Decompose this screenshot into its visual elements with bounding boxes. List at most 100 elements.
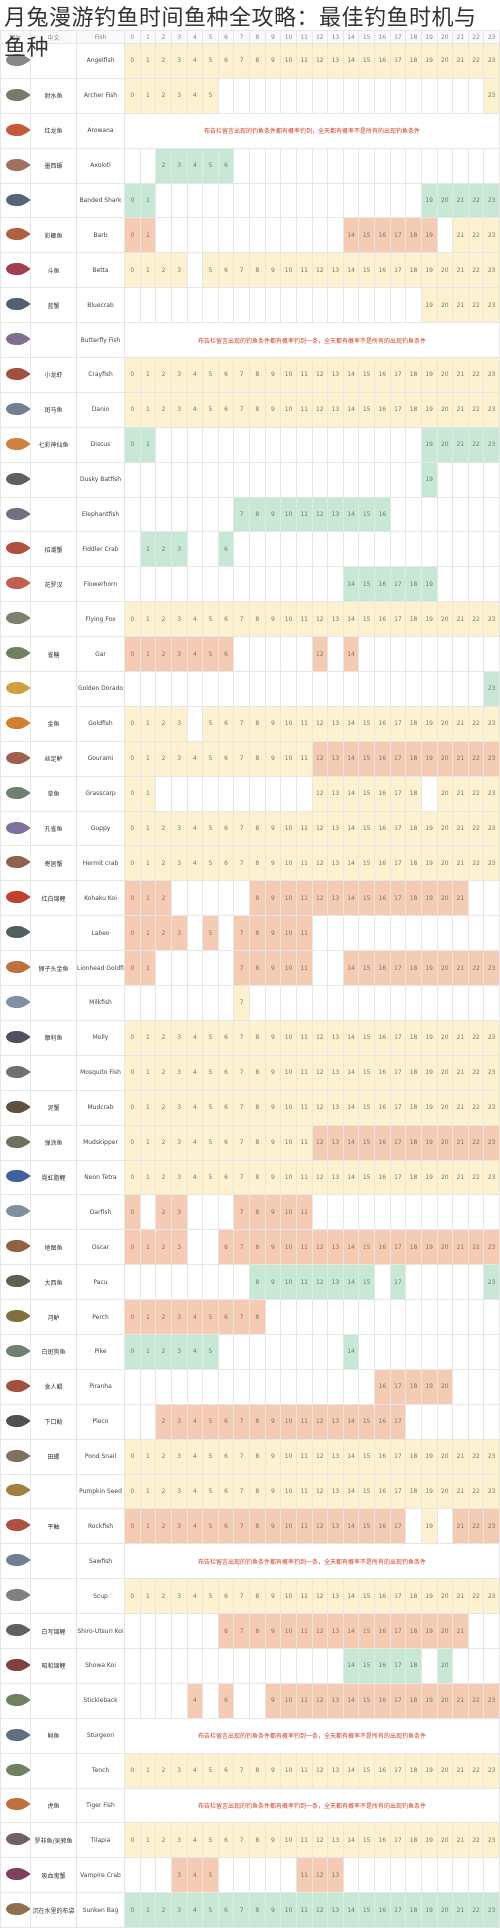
- hour-cell: [139, 496, 157, 533]
- fish-name-cn: [30, 496, 77, 533]
- hour-cell: [202, 182, 219, 219]
- fish-name-cn: 罗非鱼/吴郭鱼: [30, 1822, 77, 1859]
- table-row: 白写锦鲤 Shiro-Utsuri Koi 6 7 8 9 10 11 12 13 14 15 16 17…: [0, 1613, 500, 1649]
- hour-cell: [202, 566, 219, 603]
- table-row: 罗非鱼/吴郭鱼 Tilapia 0 1 2 3 4 5 6 7 8 9 10 11 12 13 14 15 16 17…: [0, 1822, 500, 1859]
- hour-cell: 9: [264, 1822, 282, 1859]
- fish-icon: [5, 1205, 30, 1218]
- hour-cell: 1: [139, 391, 157, 428]
- hour-cell: 19: [420, 1892, 438, 1928]
- hour-cell: [264, 531, 282, 568]
- hour-cell: [264, 1857, 282, 1894]
- hour-cell: [295, 461, 313, 498]
- hour-cell: 16: [374, 880, 391, 917]
- hour-cell: 23: [483, 1822, 500, 1859]
- hour-cell: [420, 531, 438, 568]
- hour-cell: [217, 566, 235, 603]
- hour-cell: [295, 217, 313, 254]
- hour-cell: [217, 1857, 235, 1894]
- hour-cell: 6: [217, 705, 235, 742]
- hour-cell: 20: [436, 1124, 454, 1161]
- header-hour: 3: [170, 30, 188, 44]
- hour-cell: 3: [170, 531, 188, 568]
- fish-icon: [5, 716, 30, 729]
- table-row: 河鲈 Perch 0 1 2 3 4 5 6 7 8: [0, 1299, 500, 1335]
- hour-cell: [249, 147, 266, 184]
- hour-cell: [186, 426, 204, 463]
- fish-icon-cell: [0, 1124, 31, 1161]
- hour-cell: 20: [436, 43, 454, 79]
- hour-cell: 14: [342, 1403, 360, 1440]
- hour-cell: 6: [217, 1752, 235, 1789]
- hour-cell: [420, 1264, 438, 1301]
- fish-icon-cell: [0, 1508, 31, 1545]
- hour-cell: [264, 636, 282, 673]
- hour-cell: [420, 1194, 438, 1231]
- hour-cell: [389, 531, 407, 568]
- fish-name-en: Danio: [76, 391, 125, 428]
- hour-cell: 4: [186, 601, 204, 638]
- hour-cell: [170, 182, 188, 219]
- hour-cell: [186, 915, 204, 952]
- hour-cell: 22: [467, 1159, 485, 1196]
- hour-cell: 15: [358, 217, 375, 254]
- hour-cell: 19: [420, 217, 438, 254]
- hour-cell: [139, 147, 157, 184]
- hour-cell: 14: [342, 217, 360, 254]
- hour-cell: 16: [374, 217, 391, 254]
- hour-cell: 11: [295, 880, 313, 917]
- hour-cell: 11: [295, 950, 313, 987]
- hour-cell: 20: [436, 1473, 454, 1510]
- hour-cell: 1: [139, 1333, 157, 1370]
- table-row: Milkfish 7: [0, 985, 500, 1021]
- hour-cell: 12: [311, 391, 329, 428]
- hour-cell: 11: [295, 845, 313, 882]
- hour-cell: 6: [217, 357, 235, 393]
- hour-cell: 14: [342, 391, 360, 428]
- hour-cell: 11: [295, 1264, 313, 1301]
- hour-cell: 13: [327, 705, 344, 742]
- hour-cell: [264, 1368, 282, 1405]
- hour-cell: [155, 1264, 172, 1301]
- hour-cell: 1: [139, 1089, 157, 1126]
- hour-cell: 10: [280, 880, 297, 917]
- hour-cell: 18: [405, 252, 422, 289]
- fish-name-en: Lionhead Goldfish: [76, 950, 125, 987]
- hour-cell: [124, 671, 141, 707]
- hour-cell: 10: [280, 1124, 297, 1161]
- hour-cell: 9: [264, 1892, 282, 1928]
- hour-cell: 20: [436, 601, 454, 638]
- hour-cell: [389, 1333, 407, 1370]
- hour-cell: 9: [264, 1124, 282, 1161]
- hour-cell: [280, 636, 297, 673]
- hour-cell: [170, 985, 188, 1021]
- hour-cell: 15: [358, 1822, 375, 1859]
- hour-cell: 7: [233, 740, 250, 777]
- hour-cell: [389, 1857, 407, 1894]
- hour-cell: 20: [436, 426, 454, 463]
- hour-cell: 5: [202, 1473, 219, 1510]
- hour-cell: 20: [436, 1054, 454, 1091]
- fish-name-en: Pike: [76, 1333, 125, 1370]
- table-row: Golden Dorado 23: [0, 671, 500, 707]
- hour-cell: 10: [280, 915, 297, 952]
- hour-cell: [233, 1857, 250, 1894]
- hour-cell: 15: [358, 1089, 375, 1126]
- hour-cell: [405, 985, 422, 1021]
- table-body: Angelfish 0 1 2 3 4 5 6 7 8 9 10 11 12 13 14 15 16 17 18 19 2…: [0, 43, 500, 1928]
- hour-cell: 19: [420, 1019, 438, 1056]
- hour-cell: 1: [139, 43, 157, 79]
- hour-cell: [202, 461, 219, 498]
- hour-cell: 0: [124, 1089, 141, 1126]
- hour-cell: 6: [217, 531, 235, 568]
- hour-cell: 0: [124, 1578, 141, 1615]
- hour-cell: 15: [358, 566, 375, 603]
- hour-cell: 0: [124, 1333, 141, 1370]
- hour-cell: [249, 1333, 266, 1370]
- hour-cell: 5: [202, 705, 219, 742]
- hour-cell: [311, 1194, 329, 1231]
- fish-name-cn: 霓虹脂鲤: [30, 1159, 77, 1196]
- table-row: 七彩神仙鱼 Discus 0 1 19 20 21 22 23: [0, 426, 500, 463]
- hour-cell: 16: [374, 740, 391, 777]
- hour-cell: 14: [342, 1054, 360, 1091]
